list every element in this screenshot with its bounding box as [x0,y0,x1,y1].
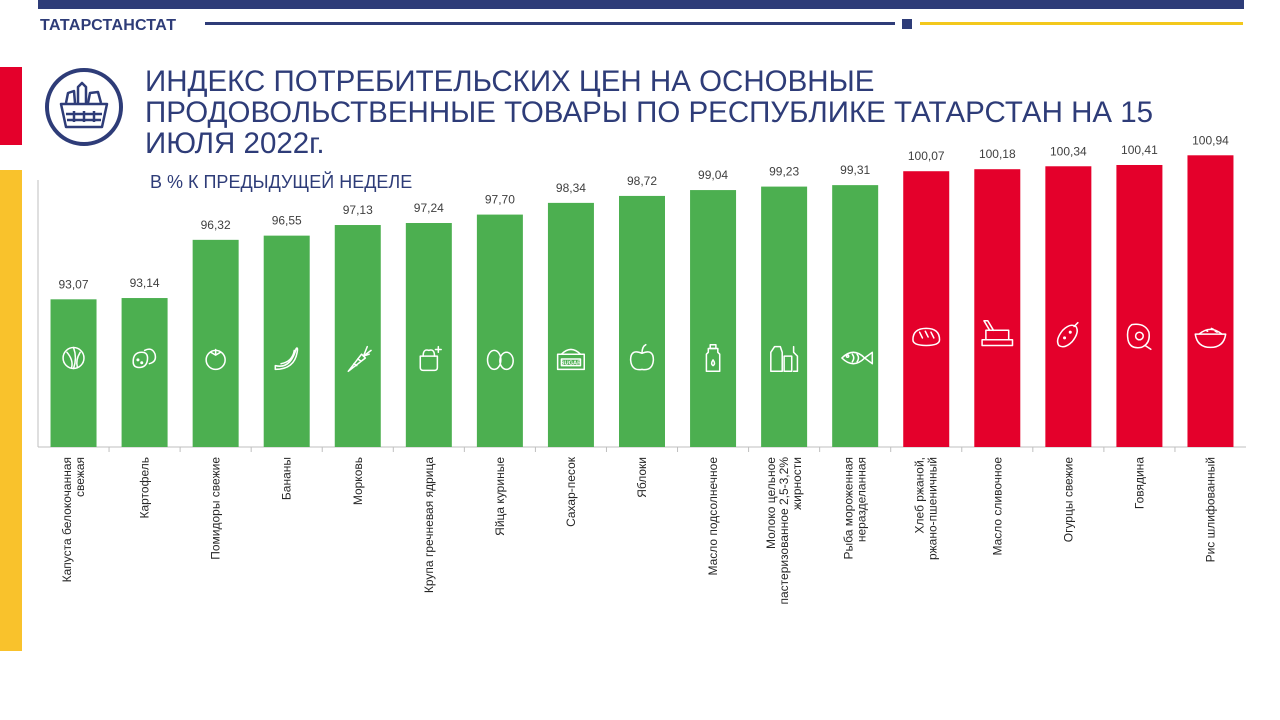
milk-icon [770,345,799,373]
grocery-basket-icon [45,68,123,146]
data-label: 100,07 [908,149,945,163]
side-accent-red [0,67,22,145]
category-label: Яйца куриные [493,457,507,536]
category-label: Крупа гречневая ядрица [422,457,436,593]
bar [690,190,737,447]
page-title: ИНДЕКС ПОТРЕБИТЕЛЬСКИХ ЦЕН НА ОСНОВНЫЕ П… [145,65,1154,160]
beef-icon [1126,323,1152,351]
bar [1187,155,1234,447]
cabbage-icon [62,346,85,370]
header-divider-square [902,19,912,29]
fish-icon [841,351,874,365]
bar [974,169,1021,447]
category-label: Помидоры свежие [209,457,223,560]
category-label: Говядина [1132,457,1146,509]
data-label: 96,55 [272,214,302,228]
bar [547,202,594,447]
bar [263,235,310,447]
data-label: 99,23 [769,165,799,179]
category-label: Бананы [280,457,294,500]
category-label: Рис шлифованный [1203,457,1217,562]
data-label: 98,72 [627,174,657,188]
data-label: 93,07 [59,277,89,291]
category-label: Хлеб ржаной,ржано-пшеничный [913,457,940,560]
data-label: 97,24 [414,201,444,215]
data-label: 100,18 [979,147,1016,161]
bar [832,185,879,447]
bread-icon [912,327,941,347]
category-label: Картофель [138,457,152,519]
data-label: 96,32 [201,218,231,232]
data-label: 93,14 [130,276,160,290]
data-label: 100,94 [1192,133,1229,147]
cucumber-icon [1056,321,1079,348]
butter-icon [981,320,1014,347]
eggs-icon [486,349,514,371]
category-label: Сахар-песок [564,456,578,527]
carrot-icon [347,345,372,373]
category-label: Огурцы свежие [1061,457,1075,543]
org-name: ТАТАРСТАНСТАТ [40,17,177,34]
top-accent-bar [38,0,1244,9]
bar [619,195,665,447]
chart-subtitle: В % К ПРЕДЫДУЩЕЙ НЕДЕЛЕ [150,172,413,192]
bar [476,214,523,447]
bar [334,225,381,447]
data-label: 98,34 [556,181,586,195]
potato-icon [132,348,157,369]
apple-icon [629,343,655,371]
bar [903,171,950,447]
category-label: Морковь [351,457,365,505]
bar [761,186,808,447]
bar [192,239,239,447]
data-label: 99,04 [698,168,728,182]
header-divider-yellow [920,22,1243,25]
bar [121,298,168,447]
buckwheat-icon [419,345,442,372]
category-label: Капуста белокочаннаясвежая [60,457,87,582]
data-label: 97,70 [485,193,515,207]
svg-text:SUGAR: SUGAR [561,361,582,367]
category-label: Масло сливочное [990,457,1004,556]
bar [50,299,97,447]
tomato-icon [205,348,226,371]
category-label: Рыба мороженнаянеразделанная [842,457,869,560]
data-label: 100,34 [1050,144,1087,158]
oil-bottle-icon [705,343,721,373]
banana-icon [274,347,299,371]
bar [1116,164,1163,447]
category-label: Яблоки [635,457,649,498]
category-label: Молоко цельноепастеризованное 2,5-3,2%жи… [764,457,804,605]
data-label: 100,41 [1121,143,1158,157]
header-divider-navy [205,22,895,25]
data-label: 99,31 [840,163,870,177]
sugar-icon: SUGAR [556,348,586,371]
side-accent-yellow [0,170,22,651]
category-label: Масло подсолнечное [706,457,720,576]
bar [1045,166,1092,447]
bar [405,223,452,447]
rice-icon [1194,327,1227,349]
data-label: 97,13 [343,203,373,217]
